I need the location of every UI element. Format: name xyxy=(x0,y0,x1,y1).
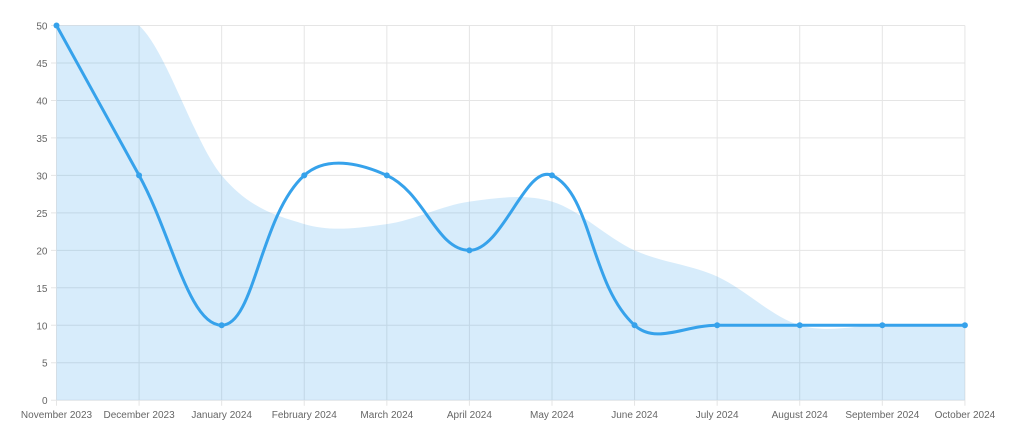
svg-text:40: 40 xyxy=(36,96,48,107)
svg-text:20: 20 xyxy=(36,246,48,257)
svg-text:April 2024: April 2024 xyxy=(447,410,492,421)
svg-text:25: 25 xyxy=(36,209,48,220)
svg-text:November 2023: November 2023 xyxy=(21,410,93,421)
svg-text:June 2024: June 2024 xyxy=(611,410,658,421)
svg-text:October 2024: October 2024 xyxy=(935,410,996,421)
svg-text:August 2024: August 2024 xyxy=(772,410,829,421)
svg-text:February 2024: February 2024 xyxy=(272,410,337,421)
svg-text:35: 35 xyxy=(36,134,48,145)
svg-text:December 2023: December 2023 xyxy=(104,410,176,421)
svg-text:July 2024: July 2024 xyxy=(696,410,739,421)
svg-text:May 2024: May 2024 xyxy=(530,410,574,421)
svg-text:15: 15 xyxy=(36,284,48,295)
svg-text:January 2024: January 2024 xyxy=(191,410,252,421)
svg-text:March 2024: March 2024 xyxy=(360,410,413,421)
svg-text:0: 0 xyxy=(42,396,48,407)
svg-text:30: 30 xyxy=(36,171,48,182)
svg-text:5: 5 xyxy=(42,359,48,370)
svg-text:10: 10 xyxy=(36,321,48,332)
svg-text:45: 45 xyxy=(36,59,48,70)
svg-text:50: 50 xyxy=(36,22,48,33)
svg-text:September 2024: September 2024 xyxy=(845,410,919,421)
